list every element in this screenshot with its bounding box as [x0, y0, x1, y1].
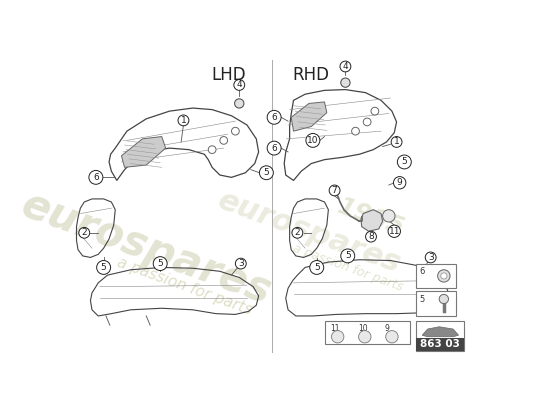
Circle shape — [235, 258, 246, 269]
Text: 1: 1 — [180, 116, 186, 125]
FancyBboxPatch shape — [416, 264, 456, 288]
Text: RHD: RHD — [293, 66, 330, 84]
Text: 11: 11 — [331, 324, 340, 334]
Circle shape — [393, 176, 406, 189]
Polygon shape — [422, 327, 459, 337]
Circle shape — [341, 78, 350, 87]
Text: 2: 2 — [295, 228, 300, 237]
Text: 5: 5 — [419, 295, 424, 304]
Circle shape — [97, 260, 111, 274]
Circle shape — [292, 228, 303, 238]
Text: 11: 11 — [388, 227, 400, 236]
Text: 2: 2 — [81, 228, 87, 237]
Text: 5: 5 — [402, 158, 407, 166]
Text: 6: 6 — [271, 144, 277, 153]
FancyBboxPatch shape — [324, 321, 410, 344]
Text: 6: 6 — [419, 268, 425, 276]
Text: 1985: 1985 — [334, 194, 408, 240]
Circle shape — [441, 273, 447, 279]
Text: a passion for parts: a passion for parts — [116, 255, 255, 318]
Text: 10: 10 — [358, 324, 367, 334]
FancyBboxPatch shape — [416, 321, 464, 351]
Circle shape — [341, 249, 355, 263]
Circle shape — [371, 107, 379, 115]
Circle shape — [220, 136, 228, 144]
Circle shape — [260, 166, 273, 180]
Text: 5: 5 — [101, 263, 107, 272]
Circle shape — [438, 270, 450, 282]
Circle shape — [235, 99, 244, 108]
Text: 6: 6 — [93, 173, 99, 182]
Text: 3: 3 — [238, 259, 244, 268]
Text: 1: 1 — [394, 138, 399, 146]
Text: 4: 4 — [236, 80, 242, 90]
Text: a passion for parts: a passion for parts — [291, 242, 405, 294]
Text: 5: 5 — [157, 259, 163, 268]
Text: LHD: LHD — [212, 66, 246, 84]
Circle shape — [425, 252, 436, 263]
Circle shape — [208, 146, 216, 154]
Circle shape — [391, 136, 402, 147]
Text: eurospares: eurospares — [15, 184, 277, 313]
Text: 9: 9 — [385, 324, 390, 334]
Circle shape — [232, 127, 239, 135]
Circle shape — [359, 330, 371, 343]
Text: 5: 5 — [263, 168, 270, 177]
Circle shape — [383, 210, 395, 222]
FancyBboxPatch shape — [416, 291, 456, 316]
Polygon shape — [122, 136, 166, 167]
Circle shape — [310, 260, 324, 274]
Circle shape — [306, 134, 320, 147]
Text: 6: 6 — [271, 113, 277, 122]
Text: 7: 7 — [332, 186, 338, 195]
Text: 10: 10 — [307, 136, 318, 145]
Text: eurospares: eurospares — [213, 186, 404, 279]
Circle shape — [79, 228, 90, 238]
Circle shape — [234, 80, 245, 90]
Circle shape — [351, 127, 359, 135]
Circle shape — [329, 185, 340, 196]
Polygon shape — [361, 210, 383, 231]
Circle shape — [267, 141, 281, 155]
Circle shape — [388, 225, 400, 238]
Circle shape — [439, 294, 448, 304]
FancyBboxPatch shape — [416, 338, 464, 351]
Circle shape — [89, 170, 103, 184]
Text: 4: 4 — [343, 62, 348, 71]
Circle shape — [267, 110, 281, 124]
Text: 863 03: 863 03 — [420, 340, 460, 350]
Text: 5: 5 — [314, 263, 320, 272]
Text: 8: 8 — [368, 232, 374, 241]
Circle shape — [340, 61, 351, 72]
Text: 9: 9 — [397, 178, 403, 187]
Circle shape — [386, 330, 398, 343]
Circle shape — [332, 330, 344, 343]
Polygon shape — [291, 102, 327, 131]
Circle shape — [153, 257, 167, 270]
Text: 5: 5 — [345, 252, 351, 260]
Circle shape — [363, 118, 371, 126]
Circle shape — [397, 155, 411, 169]
Circle shape — [178, 115, 189, 126]
Circle shape — [366, 231, 376, 242]
Text: 3: 3 — [428, 253, 433, 262]
